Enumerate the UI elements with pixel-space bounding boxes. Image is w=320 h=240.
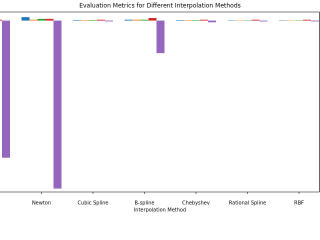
x-tick-label: Newton xyxy=(32,201,51,207)
bar xyxy=(184,20,192,21)
bar xyxy=(29,19,38,21)
bar xyxy=(311,20,319,22)
bar xyxy=(81,20,89,21)
bar xyxy=(0,19,2,21)
chart: Evaluation Metrics for Different Interpo… xyxy=(0,3,320,214)
bar xyxy=(148,18,157,21)
x-tick-label: B-spline xyxy=(134,201,154,207)
bar xyxy=(200,19,208,21)
bar xyxy=(2,20,10,158)
bar xyxy=(21,17,30,21)
bar xyxy=(208,20,216,23)
x-tick-label: Rational Spline xyxy=(229,201,266,207)
bar xyxy=(124,19,133,21)
x-axis-label: Interpolation Method xyxy=(134,208,186,214)
bar xyxy=(192,20,200,21)
bar xyxy=(73,20,81,21)
bar xyxy=(132,19,141,21)
bar xyxy=(37,18,46,21)
bar xyxy=(105,20,113,22)
chart-title: Evaluation Metrics for Different Interpo… xyxy=(79,3,241,10)
bar xyxy=(251,19,260,21)
bar xyxy=(140,19,149,21)
bar xyxy=(259,20,268,22)
bar xyxy=(89,20,97,21)
x-tick-label: RBF xyxy=(294,201,304,207)
bar xyxy=(45,18,54,21)
x-tick-label: Cubic Spline xyxy=(78,201,109,207)
bar xyxy=(97,19,105,21)
bar xyxy=(303,19,311,21)
bar xyxy=(156,20,165,54)
bar xyxy=(53,20,62,189)
x-tick-label: Chebyshev xyxy=(182,201,210,207)
bar xyxy=(176,20,184,21)
